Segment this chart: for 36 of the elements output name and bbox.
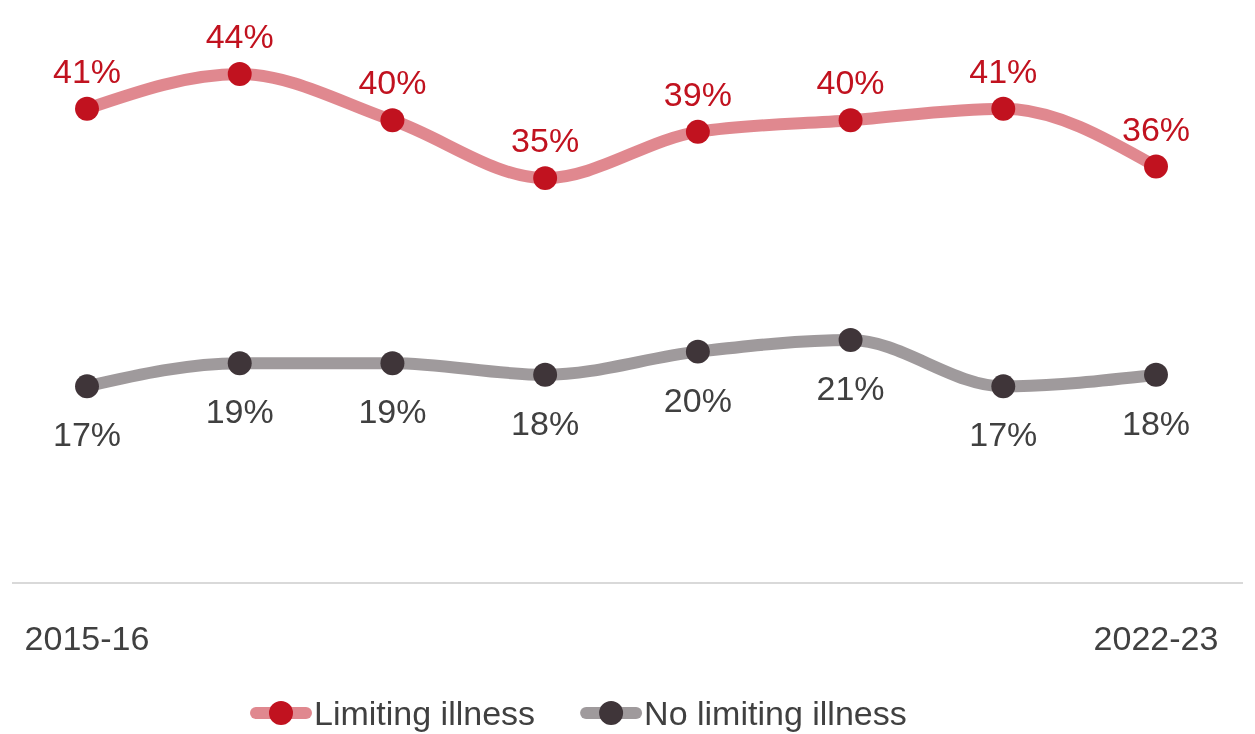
data-label: 41% xyxy=(52,51,122,90)
point xyxy=(533,362,558,387)
data-label: 18% xyxy=(1121,403,1191,442)
data-label: 40% xyxy=(816,63,885,102)
point xyxy=(1144,362,1168,387)
point xyxy=(380,351,405,376)
point xyxy=(227,62,252,86)
point xyxy=(838,328,863,353)
point xyxy=(838,108,863,133)
data-label: 40% xyxy=(358,63,427,102)
point xyxy=(533,166,558,191)
data-label: 17% xyxy=(52,415,122,454)
point xyxy=(380,108,405,133)
legend-label: Limiting illness xyxy=(314,694,536,732)
data-label: 39% xyxy=(663,74,732,113)
point xyxy=(991,96,1016,121)
point xyxy=(1144,154,1168,179)
point xyxy=(75,96,99,121)
data-label: 35% xyxy=(511,121,580,160)
data-label: 36% xyxy=(1121,109,1191,148)
point xyxy=(685,339,710,364)
data-label: 20% xyxy=(663,380,732,419)
legend-label: No limiting illness xyxy=(644,694,907,732)
point xyxy=(227,351,252,376)
data-label: 17% xyxy=(969,415,1038,454)
data-label: 19% xyxy=(358,392,427,431)
point xyxy=(75,374,99,399)
data-label: 44% xyxy=(205,17,274,55)
data-label: 21% xyxy=(816,369,885,408)
x-tick-label: 2015-16 xyxy=(24,619,150,657)
data-label: 18% xyxy=(511,403,580,442)
x-tick-label: 2022-23 xyxy=(1093,619,1219,657)
data-label: 41% xyxy=(969,51,1038,90)
point xyxy=(991,374,1016,399)
point xyxy=(685,119,710,144)
data-label: 19% xyxy=(205,392,274,431)
